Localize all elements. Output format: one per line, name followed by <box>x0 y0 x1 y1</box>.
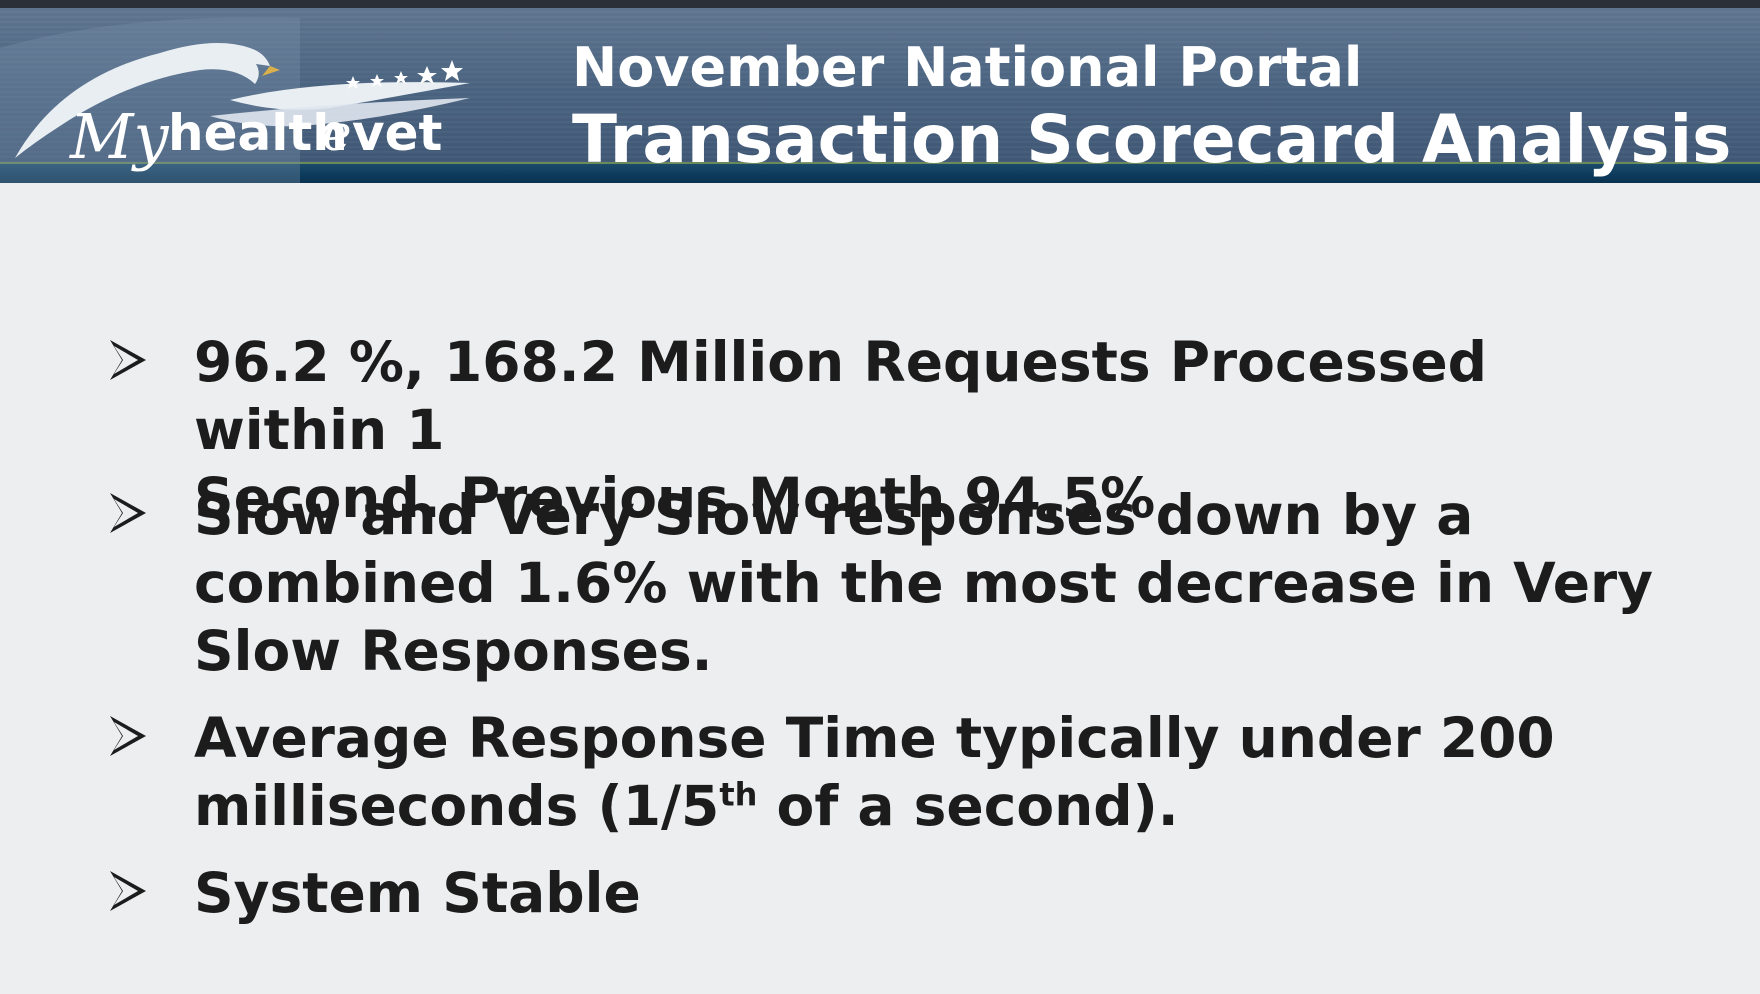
logo-word-my: My <box>69 100 169 173</box>
title-line-1: November National Portal <box>572 36 1363 99</box>
slide-title: November National Portal Transaction Sco… <box>572 32 1731 176</box>
bullet-line: Slow Responses. <box>194 619 713 683</box>
arrow-bullet-icon <box>110 493 146 533</box>
logo-word-e: e <box>322 104 352 162</box>
title-line-2: Transaction Scorecard Analysis <box>572 101 1732 178</box>
arrow-bullet-icon <box>110 716 146 756</box>
bullet-text: Average Response Time typically under 20… <box>194 704 1694 840</box>
arrow-bullet-icon <box>110 871 146 911</box>
bullet-text: 96.2 %, 168.2 Million Requests Processed… <box>194 328 1694 532</box>
bullet-line: System Stable <box>194 861 641 925</box>
arrow-bullet-icon <box>110 340 146 380</box>
bullet-line: Slow and Very Slow responses down by a <box>194 483 1474 547</box>
bullet-text: Slow and Very Slow responses down by a c… <box>194 481 1694 685</box>
logo-word-vet: vet <box>352 104 442 162</box>
superscript-th: th <box>719 775 758 814</box>
myhealthevet-logo: My health e vet <box>0 17 470 183</box>
header-divider <box>0 162 1760 183</box>
bullet-line: combined 1.6% with the most decrease in … <box>194 551 1654 615</box>
star-icon <box>346 76 360 89</box>
bullet-list: 96.2 %, 168.2 Million Requests Processed… <box>0 183 1760 994</box>
slide-header: My health e vet November National Portal… <box>0 0 1760 183</box>
bullet-line: 96.2 %, 168.2 Million Requests Processed… <box>194 330 1488 462</box>
star-icon <box>441 60 463 81</box>
bullet-line: milliseconds (1/5th of a second). <box>194 772 1694 840</box>
star-icon <box>394 71 408 84</box>
bullet-line-part: milliseconds (1/5 <box>194 774 720 838</box>
bullet-line: Average Response Time typically under 20… <box>194 706 1555 770</box>
star-icon <box>370 74 384 87</box>
bullet-line-part: of a second). <box>757 774 1179 838</box>
star-icon <box>417 66 437 84</box>
bullet-line: Second. Previous Month 94.5% <box>194 466 1156 530</box>
eagle-icon <box>15 43 470 158</box>
bullet-text: System Stable <box>194 859 1694 927</box>
logo-word-health: health <box>168 104 348 162</box>
